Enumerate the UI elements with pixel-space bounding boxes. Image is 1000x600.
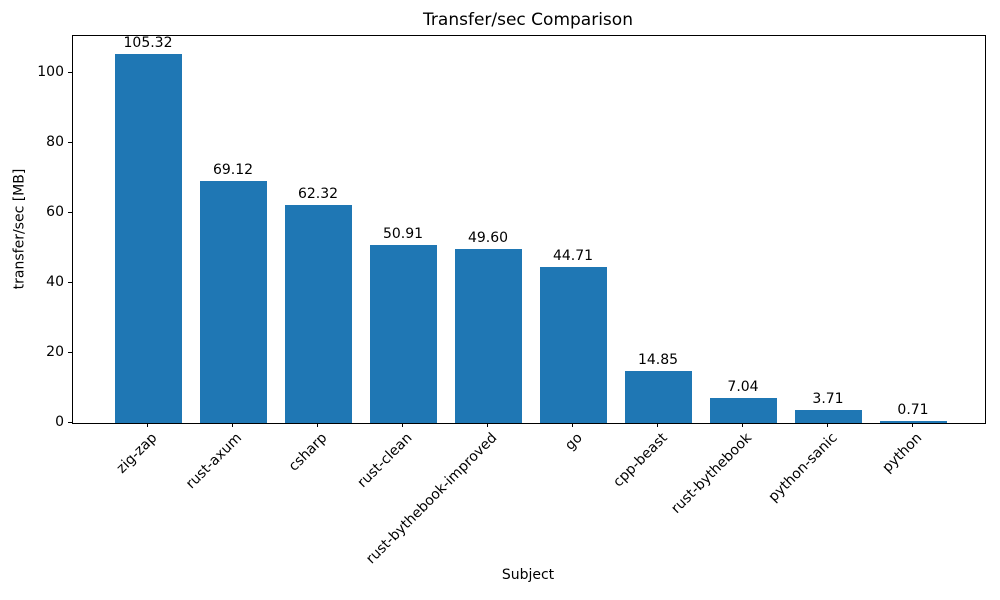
bar-value-label: 49.60 [467,230,509,246]
x-tick-mark [147,423,148,427]
x-tick-label-rust-bythebook: rust-bythebook [668,430,756,517]
y-tick-mark [68,72,72,73]
bar-value-label: 3.71 [812,391,844,407]
x-tick-mark [317,423,318,427]
x-tick-label-rust-clean: rust-clean [354,430,416,491]
x-tick-label-zig-zap: zig-zap [113,430,161,477]
bar-value-label: 7.04 [727,379,759,395]
x-tick-label-rust-axum: rust-axum [183,430,246,493]
bar-value-label: 0.71 [897,402,929,418]
x-tick-label-python: python [879,430,926,476]
bar-value-label: 69.12 [212,162,254,178]
x-tick-mark [827,423,828,427]
y-tick-label: 60 [46,204,64,220]
x-tick-mark [572,423,573,427]
x-tick-label-cpp-beast: cpp-beast [609,430,671,491]
y-tick-mark [68,422,72,423]
bar-cpp-beast [625,371,692,423]
bar-python-sanic [795,410,862,423]
bar-value-label: 62.32 [297,186,339,202]
bar-rust-bythebook [710,398,777,423]
bar-rust-bythebook-improved [455,249,522,423]
bar-value-label: 44.71 [552,248,594,264]
y-tick-mark [68,142,72,143]
x-tick-label-csharp: csharp [285,430,331,475]
y-tick-label: 100 [37,64,64,80]
bar-go [540,267,607,423]
plot-area: 105.32 69.12 62.32 50.91 49.60 44.71 14.85 7.04… [72,35,986,424]
bar-csharp [285,205,352,423]
bar-rust-clean [370,245,437,423]
bar-rust-axum [200,181,267,423]
x-tick-label-go: go [561,430,586,454]
y-tick-label: 0 [55,414,64,430]
chart-title: Transfer/sec Comparison [423,10,633,30]
bar-python [880,421,947,423]
bar-value-label: 105.32 [123,35,173,51]
y-tick-mark [68,352,72,353]
bar-value-label: 14.85 [637,352,679,368]
y-tick-mark [68,212,72,213]
bar-value-label: 50.91 [382,226,424,242]
x-tick-mark [487,423,488,427]
x-tick-mark [657,423,658,427]
x-axis-label: Subject [501,567,555,583]
bar-zig-zap [115,54,182,423]
x-tick-mark [912,423,913,427]
y-axis-label: transfer/sec [MB] [11,168,28,290]
y-tick-label: 20 [46,344,64,360]
x-tick-mark [402,423,403,427]
y-tick-mark [68,282,72,283]
x-tick-mark [742,423,743,427]
x-tick-mark [232,423,233,427]
y-tick-label: 40 [46,274,64,290]
x-tick-label-python-sanic: python-sanic [765,430,841,506]
y-tick-label: 80 [46,134,64,150]
